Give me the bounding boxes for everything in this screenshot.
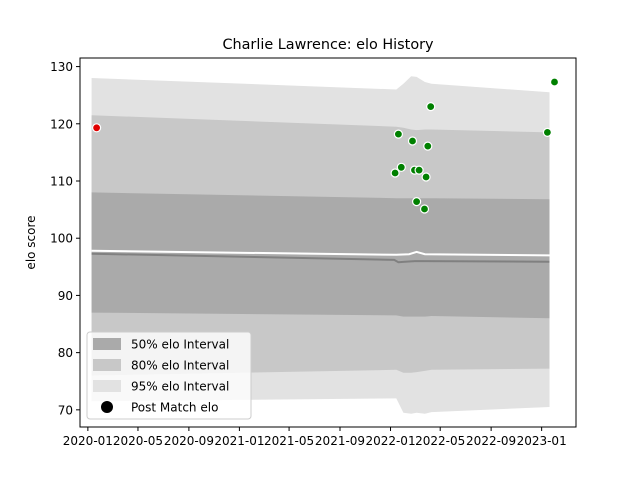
- y-tick-label-3: 90: [58, 289, 73, 303]
- white-elo-line: [91, 249, 550, 257]
- x-tick-label-9: 2022-09: [466, 434, 516, 448]
- post-match-point-12: [426, 101, 436, 112]
- post-match-point-8: [414, 165, 424, 175]
- legend: 50% elo Interval 80% elo Interval 95% elo …: [86, 331, 252, 420]
- x-axis: 2020-01 2020-05 2020-09 2021-01 2021-05 2021-…: [63, 427, 567, 448]
- x-tick-label-8: 2022-05: [415, 434, 465, 448]
- post-match-point-10: [421, 172, 431, 182]
- post-match-point-1: [91, 123, 102, 133]
- y-tick-label-1: 70: [58, 403, 73, 417]
- post-match-point-3: [393, 129, 403, 139]
- post-match-point-2: [390, 168, 400, 178]
- legend-swatch-1: [93, 338, 121, 350]
- legend-label-2: 80% elo Interval: [131, 359, 229, 373]
- x-tick-label-10: 2023-01: [517, 434, 567, 448]
- legend-box: [86, 331, 252, 420]
- y-tick-label-4: 100: [50, 232, 73, 246]
- legend-marker-4: [101, 401, 113, 413]
- post-match-point-13: [542, 127, 553, 137]
- x-tick-label-6: 2021-09: [315, 434, 365, 448]
- chart-title: Charlie Lawrence: elo History: [222, 37, 434, 53]
- post-match-point-14: [549, 77, 560, 87]
- legend-label-3: 95% elo Interval: [131, 380, 229, 394]
- legend-label-1: 50% elo Interval: [131, 338, 229, 352]
- post-match-point-5: [407, 136, 418, 146]
- y-tick-label-5: 110: [50, 175, 73, 189]
- post-match-point-9: [419, 204, 430, 214]
- plot-area: [91, 76, 560, 414]
- post-match-point-11: [423, 141, 433, 151]
- post-match-point-7: [412, 197, 422, 207]
- x-tick-label-7: 2022-01: [365, 434, 415, 448]
- legend-label-4: Post Match elo: [131, 401, 218, 415]
- y-tick-label-7: 130: [50, 60, 73, 74]
- x-tick-label-2: 2020-05: [113, 434, 163, 448]
- band-50-interval: [91, 192, 550, 319]
- y-tick-label-2: 80: [58, 346, 73, 360]
- x-tick-label-5: 2021-05: [264, 434, 314, 448]
- x-tick-label-4: 2021-01: [214, 434, 264, 448]
- mean-elo-line: [91, 252, 550, 264]
- legend-swatch-2: [93, 359, 121, 371]
- y-axis-label: elo score: [24, 215, 38, 269]
- y-tick-label-6: 120: [50, 117, 73, 131]
- y-axis: 70 80 90 100 110 120 130: [50, 60, 80, 417]
- x-tick-label-3: 2020-09: [164, 434, 214, 448]
- legend-swatch-3: [93, 380, 121, 392]
- axes-frame: [79, 57, 577, 428]
- x-tick-label-1: 2020-01: [63, 434, 113, 448]
- post-match-point-4: [396, 162, 406, 172]
